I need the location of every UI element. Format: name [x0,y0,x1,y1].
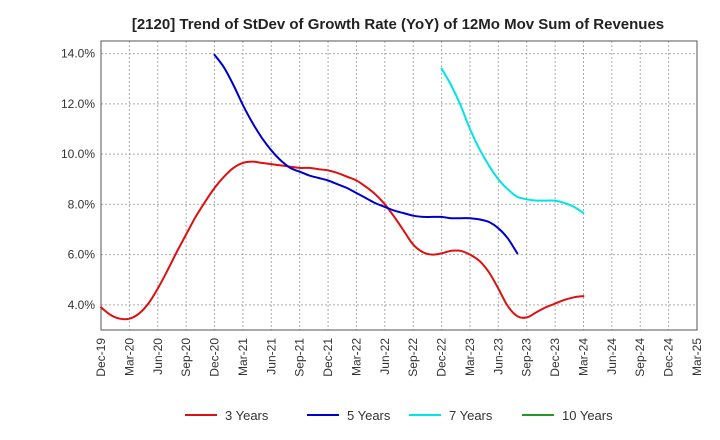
legend-label-3-years: 3 Years [225,408,269,423]
x-tick-label: Dec-24 [662,338,676,377]
plot-frame [100,40,698,331]
y-tick-label: 10.0% [61,147,95,161]
x-tick-label: Mar-23 [463,338,477,376]
x-tick-label: Dec-19 [94,338,108,377]
series-line-7-years [440,67,585,215]
x-tick-label: Jun-20 [151,338,165,375]
y-tick-label: 6.0% [68,248,96,262]
x-tick-label: Mar-22 [349,338,363,376]
x-tick-label: Dec-23 [548,338,562,377]
x-tick-label: Dec-22 [435,338,449,377]
series-line-3-years [100,160,585,321]
x-tick-label: Dec-21 [321,338,335,377]
legend: 3 Years 5 Years 7 Years 10 Years [185,408,613,423]
x-tick-label: Sep-21 [293,338,307,377]
y-tick-label: 8.0% [68,197,96,211]
x-tick-label: Sep-23 [520,338,534,377]
y-tick-label: 4.0% [68,298,96,312]
y-tick-label: 14.0% [61,47,95,61]
x-tick-label: Mar-21 [236,338,250,376]
legend-label-10-years: 10 Years [562,408,613,423]
y-tick-label: 12.0% [61,97,95,111]
x-tick-label: Mar-25 [690,338,704,376]
x-tick-label: Dec-20 [208,338,222,377]
series-line-5-years [213,53,519,255]
x-tick-label: Sep-24 [633,338,647,377]
legend-label-7-years: 7 Years [449,408,493,423]
x-tick-label: Jun-21 [264,338,278,375]
plot-background [101,41,697,330]
x-tick-label: Mar-20 [122,338,136,376]
x-tick-label: Sep-22 [406,338,420,377]
x-tick-label: Mar-24 [576,338,590,376]
x-tick-label: Jun-22 [378,338,392,375]
legend-label-5-years: 5 Years [347,408,391,423]
x-tick-label: Jun-23 [491,338,505,375]
plot-area: Dec-19 Mar-20 Jun-20 Sep-20 Dec-20 Mar-21 Jun-… [61,40,704,377]
x-tick-label: Jun-24 [605,338,619,375]
x-tick-label: Sep-20 [179,338,193,377]
chart-title: [2120] Trend of StDev of Growth Rate (Yo… [132,16,664,33]
